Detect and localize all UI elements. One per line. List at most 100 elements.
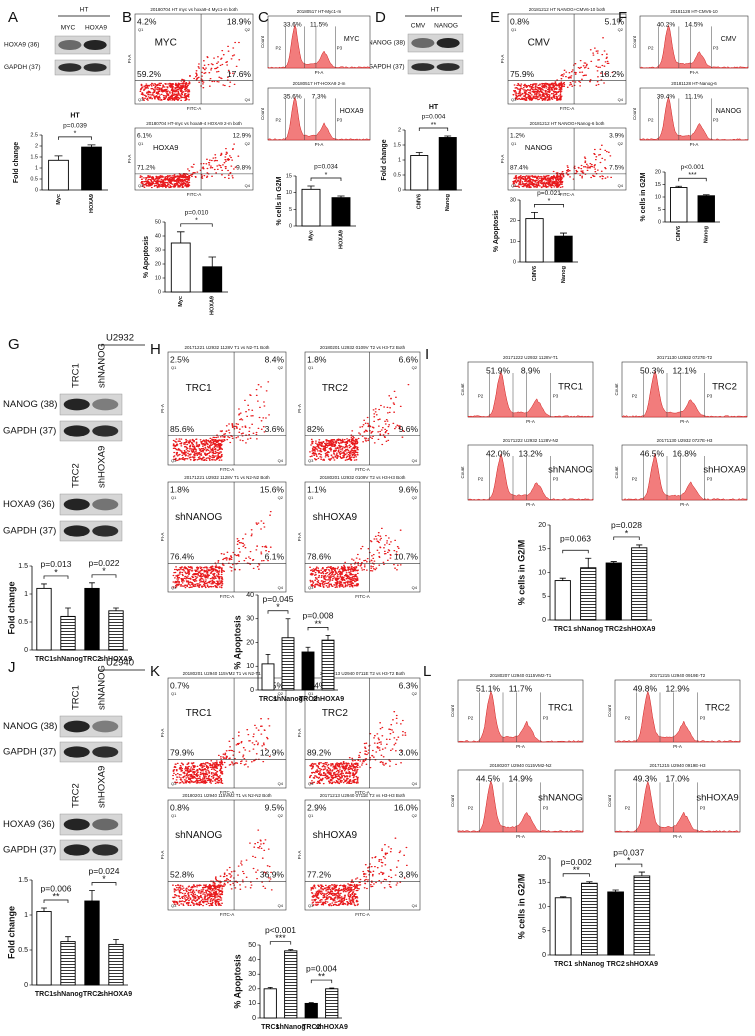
plot-title: 20171215 U2940 0919E-H3 <box>649 763 706 768</box>
axis-title: FITC-A <box>355 790 370 795</box>
scatter-dots <box>309 527 402 588</box>
plot-title: 20180207 U2940 0115VM2-N2 <box>490 763 552 768</box>
axis-title: Count <box>460 466 465 479</box>
x-tick-label: CMV6 <box>532 266 538 281</box>
bar <box>284 950 298 1019</box>
error-bar <box>113 607 119 611</box>
bar <box>281 637 295 691</box>
bar <box>438 137 457 191</box>
phase-value: 7.3% <box>312 94 327 101</box>
blot-band <box>83 39 107 51</box>
plot-frame <box>267 15 371 69</box>
x-tick-label: TRC1 <box>35 991 53 998</box>
bar <box>607 891 624 956</box>
x-tick-label: HOXA9 <box>89 194 95 213</box>
phase-value: 35.6% <box>283 94 302 101</box>
quadrant-tag: Q3 <box>138 183 144 188</box>
histogram <box>267 23 371 69</box>
plot-frame <box>167 351 287 466</box>
gate-tag: P3 <box>543 806 549 811</box>
bar <box>202 266 223 293</box>
significance-stars: * <box>627 855 631 865</box>
scatter-dots <box>512 37 614 101</box>
error-bar <box>531 212 538 219</box>
error-bar <box>559 896 567 898</box>
p-value: p=0.004 <box>306 963 337 973</box>
error-bar <box>267 986 273 989</box>
gate-tag: P3 <box>553 393 559 398</box>
bar <box>325 988 339 1019</box>
plot-title: 20171130 U2932 0727E-T2 <box>657 355 713 360</box>
plot-title: 20171213 U2940 0711E T2 vs H3-H3 Both <box>320 793 406 798</box>
y-tick-label: 10 <box>248 1000 256 1007</box>
blot-header: HT <box>80 7 89 14</box>
axis-title: PI-A <box>127 155 132 164</box>
sample-name: shHOXA9 <box>313 512 358 523</box>
x-tick-label: shHOXA9 <box>100 656 132 663</box>
p-value: p=0.024 <box>89 866 120 876</box>
sample-name: HOXA9 <box>340 108 364 115</box>
sample-name: HOXA9 <box>153 143 178 152</box>
significance-stars: * <box>54 567 58 577</box>
quadrant-value: 3.9% <box>609 133 624 140</box>
quadrant-tag: Q3 <box>171 585 177 590</box>
y-tick-label: 1.5 <box>18 563 28 570</box>
phase-value: 50.3% <box>640 365 665 375</box>
bar <box>670 187 688 223</box>
y-tick-label: 1 <box>35 165 38 171</box>
sample-name: MYC <box>344 36 360 43</box>
bracket <box>307 627 329 631</box>
quadrant-tag: Q1 <box>511 27 517 32</box>
quadrant-value: 9.5% <box>265 802 285 812</box>
quadrant-tag: Q2 <box>412 365 418 370</box>
sample-name: TRC2 <box>322 383 349 394</box>
error-bar <box>702 194 710 196</box>
quadrant-tag: Q3 <box>308 458 314 463</box>
phase-value: 12.1% <box>672 365 697 375</box>
bracket <box>678 177 707 182</box>
significance-stars: ** <box>431 122 437 129</box>
y-tick-label: 1 <box>398 157 401 163</box>
plot-title: 20181212 HT NANOG+Nanog-6 both <box>530 121 605 126</box>
bar <box>301 651 315 691</box>
y-tick-label: 15 <box>538 879 546 886</box>
plot-title: 20171222 U2932 1128V-N2 <box>503 438 559 443</box>
y-tick-label: 30 <box>510 197 516 203</box>
x-tick-label: shNanog <box>53 656 83 663</box>
error-bar <box>415 152 423 156</box>
plot-title: 20171215 U2940 0919E-T2 <box>650 673 706 678</box>
p-value: p<0.001 <box>681 164 705 171</box>
row-label: GAPDH (37) <box>3 747 56 758</box>
quadrant-tag: Q2 <box>278 365 284 370</box>
plot-frame <box>507 13 627 105</box>
quadrant-tag: Q3 <box>308 781 314 786</box>
y-tick-label: 5 <box>542 928 546 935</box>
x-tick-label: TRC1 <box>35 656 53 663</box>
quadrant-value: 9.6% <box>399 424 419 434</box>
y-tick-label: 20 <box>510 218 516 224</box>
p-value: p=0.008 <box>303 611 334 621</box>
bar <box>263 988 277 1019</box>
plot-title: 20180201 U2940 115VM2 T1 vs N2-T1 Both <box>183 671 272 676</box>
lane-label: shHOXA9 <box>97 766 108 808</box>
y-axis-title: Fold change <box>381 139 388 180</box>
y-tick-label: 0 <box>513 259 516 265</box>
x-tick-label: shHOXA9 <box>626 961 658 968</box>
axis-title: PI-A <box>680 502 689 507</box>
plot-frame <box>304 799 421 911</box>
quadrant-value: 5.1% <box>605 16 625 26</box>
y-tick-label: 1 <box>24 912 28 919</box>
error-bar <box>308 1002 314 1004</box>
axis-title: Count <box>607 704 612 717</box>
x-tick-label: TRC2 <box>299 696 317 703</box>
plot-frame <box>304 351 421 466</box>
p-value: p<0.001 <box>265 925 296 935</box>
bar <box>301 188 321 227</box>
histogram <box>639 96 749 141</box>
phase-value: 8.9% <box>521 365 541 375</box>
quadrant-value: 0.8% <box>170 802 190 812</box>
quadrant-value: 18.2% <box>600 69 625 79</box>
sample-name: shHOXA9 <box>703 464 745 475</box>
error-bar <box>444 135 452 138</box>
x-tick-label: TRC1 <box>554 626 572 633</box>
